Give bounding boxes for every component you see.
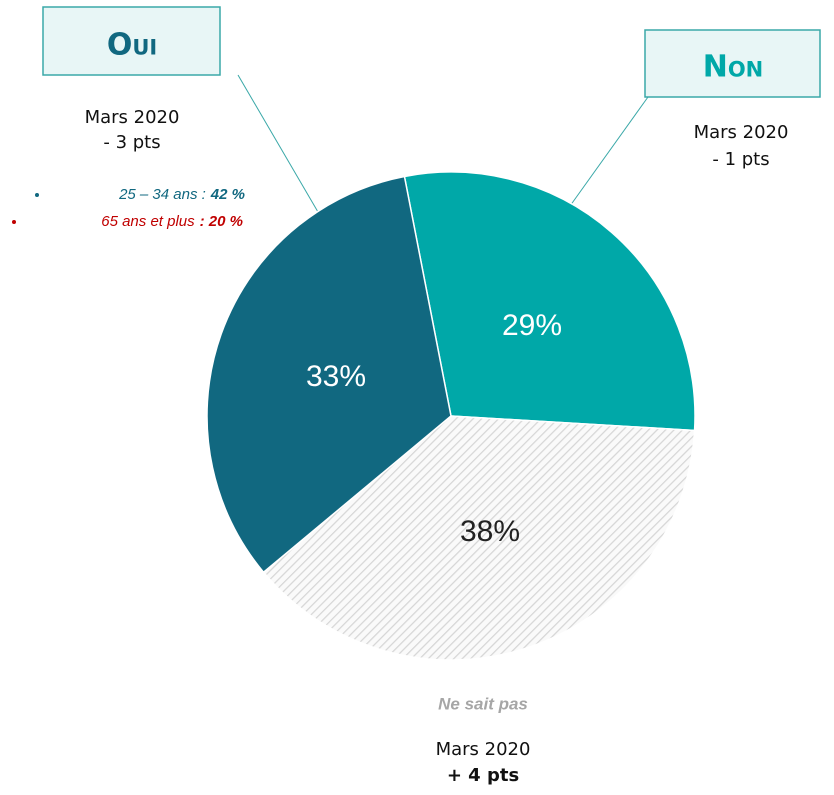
breakdown-value: : 20 % — [200, 213, 243, 230]
breakdown-label: 25 – 34 ans : — [118, 186, 206, 203]
value-label: 33% — [306, 360, 366, 393]
note-change: - 3 pts — [103, 132, 160, 153]
leader-line — [237, 74, 319, 213]
note-change: + 4 pts — [447, 765, 519, 786]
breakdown-label: 65 ans et plus — [101, 213, 195, 230]
breakdown-value: 42 % — [210, 186, 245, 203]
leader-line — [569, 96, 649, 207]
breakdown-item: 25 – 34 ans :42 % — [118, 186, 245, 203]
category-label: Non — [703, 50, 764, 85]
note-change: - 1 pts — [712, 149, 769, 170]
bullet — [12, 220, 16, 224]
breakdown-item: 65 ans et plus : 20 % — [101, 213, 243, 230]
note-period: Mars 2020 — [694, 122, 789, 143]
note-period: Mars 2020 — [85, 107, 180, 128]
value-label: 38% — [460, 515, 520, 548]
category-label: Ne sait pas — [438, 694, 528, 713]
category-label: Oui — [107, 28, 157, 63]
note-period: Mars 2020 — [436, 739, 531, 760]
non-box — [644, 29, 821, 98]
oui-box — [42, 6, 221, 76]
bullet — [35, 193, 39, 197]
pie-slice — [262, 415, 696, 661]
pie-slice — [206, 175, 452, 574]
value-label: 29% — [502, 309, 562, 342]
pie-slice — [403, 171, 696, 432]
